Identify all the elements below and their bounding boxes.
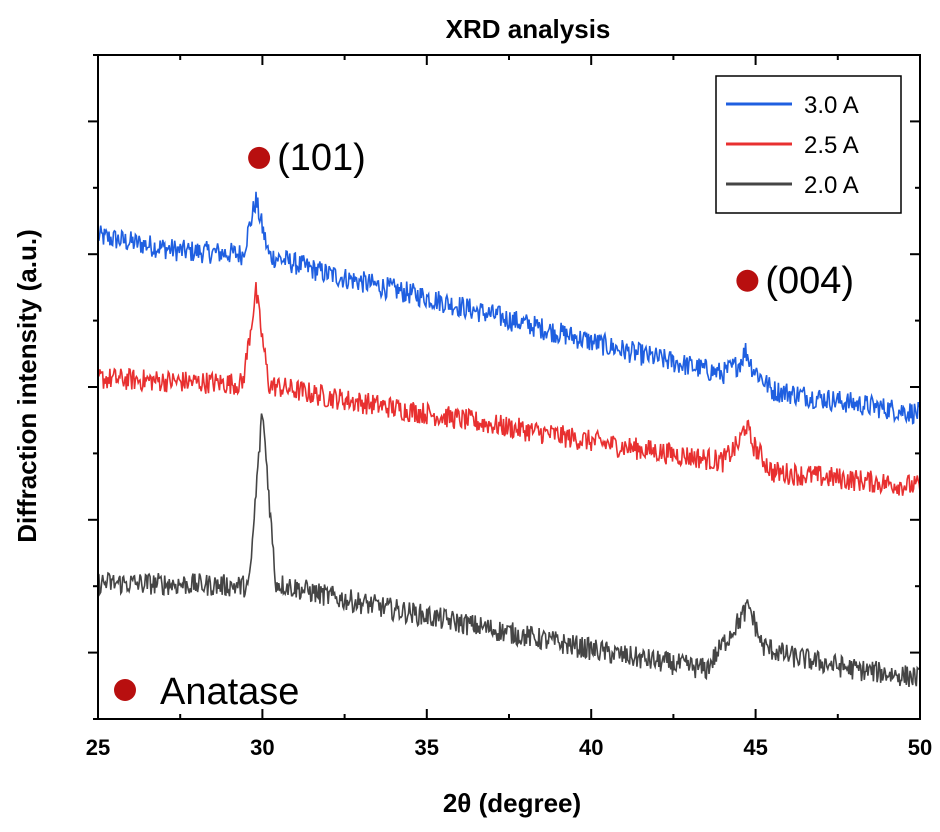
chart-title: XRD analysis (446, 14, 611, 44)
anatase-key-label: Anatase (160, 671, 299, 713)
legend-label: 2.0 A (804, 172, 859, 199)
anatase-marker (248, 146, 271, 169)
series-line-2 (97, 413, 921, 687)
anatase-key-marker (114, 679, 136, 701)
x-tick-label: 45 (743, 735, 767, 760)
x-tick-label: 35 (415, 735, 439, 760)
peak-label: (101) (277, 137, 366, 179)
x-axis-title: 2θ (degree) (443, 788, 581, 818)
legend: 3.0 A 2.5 A 2.0 A (715, 75, 902, 214)
y-axis-title: Diffraction intensity (a.u.) (12, 229, 42, 542)
series-layer (97, 191, 921, 687)
legend-label: 3.0 A (804, 92, 859, 119)
x-tick-label: 25 (86, 735, 110, 760)
peak-label: (004) (765, 260, 854, 302)
axes-layer: 25 30 35 40 45 50 (86, 54, 932, 760)
series-line-0 (97, 191, 921, 425)
x-tick-label: 40 (579, 735, 603, 760)
annotation-layer: (101) (004) Anatase (114, 137, 854, 713)
series-line-1 (97, 282, 921, 496)
x-tick-label: 50 (908, 735, 932, 760)
legend-label: 2.5 A (804, 132, 859, 159)
anatase-marker (736, 269, 759, 292)
x-tick-label: 30 (250, 735, 274, 760)
